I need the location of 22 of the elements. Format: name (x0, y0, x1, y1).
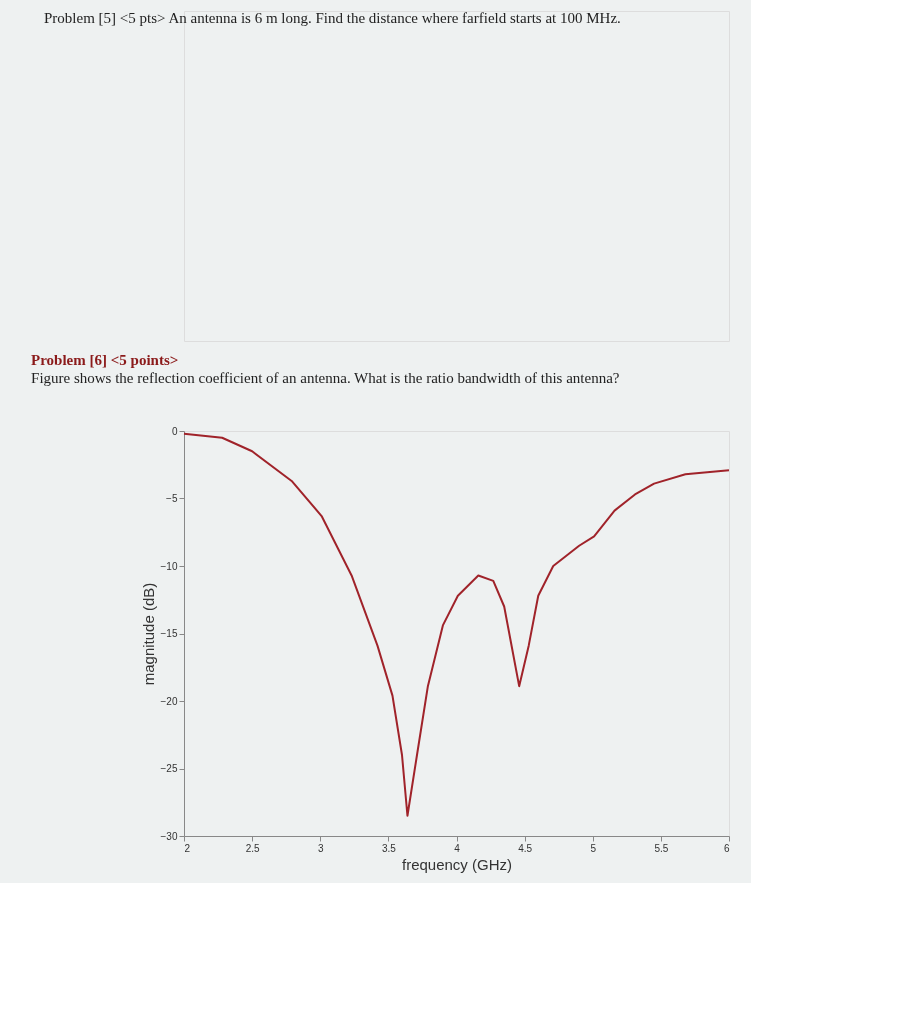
x-tick-label: 3 (317, 842, 324, 854)
y-tick-label: −15 (160, 628, 178, 639)
chart-title: Problem [6] <5 points> (31, 352, 179, 368)
x-tick-label: 2.5 (245, 842, 261, 854)
x-axis-title: frequency (GHz) (401, 855, 513, 873)
y-tick-label: −10 (160, 560, 178, 572)
chart-subtitle: Figure shows the reflection coefficient of an antenna. What is the ratio bandwidth of this antenna? (31, 370, 620, 386)
y-tick-label: −5 (166, 493, 178, 504)
x-tick-label: 3.5 (381, 842, 397, 854)
x-tick-label: 2 (184, 842, 191, 854)
y-tick-label: −25 (160, 763, 178, 774)
line-series (183, 432, 730, 817)
x-tick-label: 5 (590, 842, 597, 854)
y-tick-label: −30 (160, 830, 178, 842)
y-tick-label: 0 (171, 425, 178, 437)
y-axis-title: magnitude (dB) (139, 582, 157, 686)
y-tick-label: −20 (160, 695, 178, 707)
x-tick-label: 6 (723, 842, 730, 854)
x-tick-label: 4.5 (518, 842, 533, 854)
x-tick-label: 4 (454, 842, 461, 854)
x-tick-label: 5.5 (654, 842, 669, 854)
text: Problem [5] <5 pts> An antenna is 6 m long. Find the distance where farfield starts at 100 MHz. (44, 10, 621, 26)
